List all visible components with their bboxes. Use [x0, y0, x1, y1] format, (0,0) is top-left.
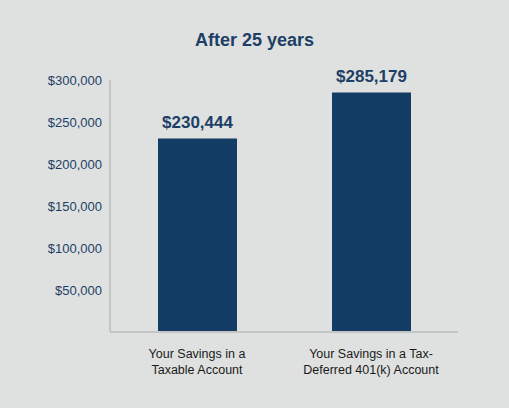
svg-text:$300,000: $300,000 — [48, 73, 102, 88]
svg-text:$50,000: $50,000 — [55, 283, 102, 298]
svg-text:$150,000: $150,000 — [48, 199, 102, 214]
svg-text:$230,444: $230,444 — [162, 113, 233, 132]
svg-text:$100,000: $100,000 — [48, 241, 102, 256]
svg-text:$250,000: $250,000 — [48, 115, 102, 130]
svg-text:Your Savings in aTaxable Accou: Your Savings in aTaxable Account — [149, 347, 246, 377]
svg-text:$285,179: $285,179 — [336, 67, 407, 86]
svg-text:Your Savings in a Tax-Deferred: Your Savings in a Tax-Deferred 401(k) Ac… — [303, 347, 439, 377]
svg-text:$200,000: $200,000 — [48, 157, 102, 172]
html-text:After 25 years: After 25 years — [195, 30, 314, 50]
